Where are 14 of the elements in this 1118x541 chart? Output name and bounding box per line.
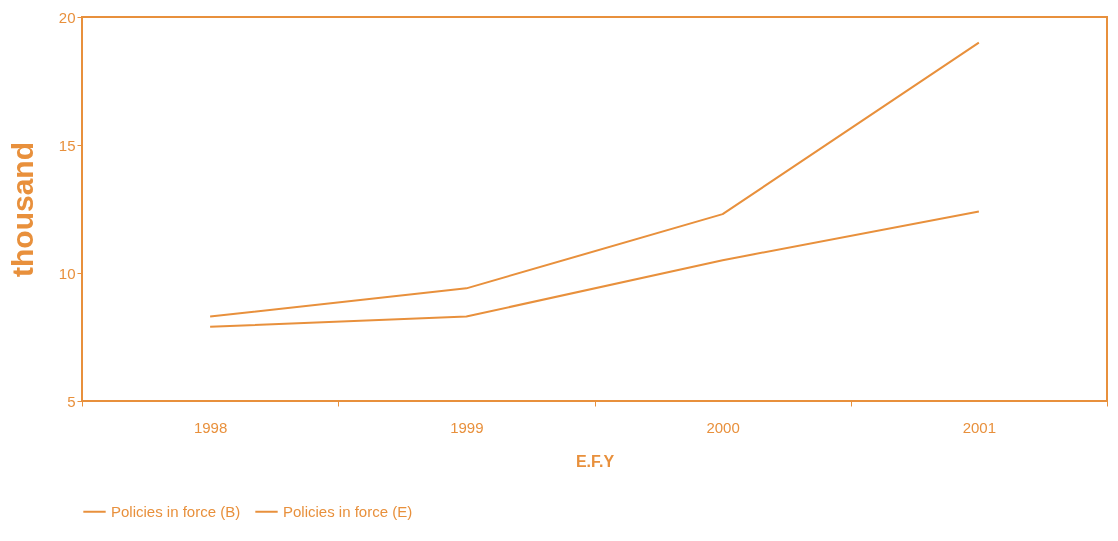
x-tick-label: 2001 — [962, 418, 997, 436]
y-tick-label: 20 — [58, 8, 76, 26]
y-tick-label: 15 — [58, 136, 76, 154]
y-axis-title: thousand — [5, 142, 39, 277]
y-tick-label: 10 — [58, 264, 76, 282]
line-series — [209, 41, 980, 318]
x-tick-label: 1999 — [450, 418, 484, 436]
legend-label: Policies in force (E) — [283, 502, 413, 520]
x-tick-label: 1998 — [193, 418, 228, 436]
y-tick-label: 5 — [67, 392, 76, 410]
legend-label: Policies in force (B) — [111, 502, 241, 520]
x-tick-label: 2000 — [706, 418, 740, 436]
x-axis-title: E.F.Y — [575, 452, 615, 470]
line-series — [209, 210, 980, 328]
